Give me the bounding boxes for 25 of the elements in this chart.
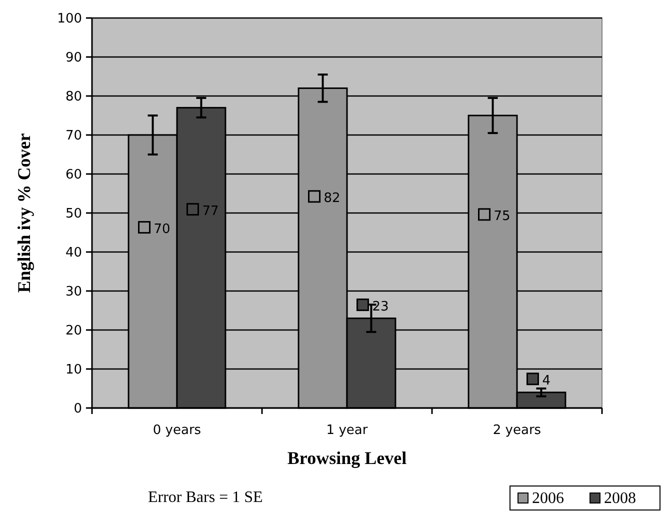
y-tick-label: 80	[65, 90, 82, 105]
data-label: 70	[154, 222, 170, 237]
y-tick-label: 40	[65, 246, 82, 261]
y-tick-label: 10	[65, 362, 82, 378]
y-tick-label: 90	[65, 50, 82, 66]
data-label: 4	[542, 373, 551, 388]
y-tick-label: 70	[65, 128, 82, 144]
legend-label: 2008	[604, 490, 636, 507]
x-tick-label: 1 year	[326, 423, 368, 438]
data-label: 77	[202, 204, 219, 219]
data-label: 23	[372, 299, 389, 314]
text: Error Bars = 1 SE	[148, 489, 263, 506]
y-tick-label: 30	[65, 284, 82, 300]
x-axis-title: Browsing Level	[287, 448, 407, 468]
y-tick-label: 0	[74, 402, 82, 417]
x-tick-label: 2 years	[492, 423, 542, 438]
data-label: 82	[324, 190, 340, 206]
legend-label: 2006	[532, 490, 564, 507]
y-axis-title: English ivy % Cover	[14, 133, 34, 293]
y-tick-label: 60	[65, 168, 82, 183]
y-tick-label: 100	[57, 12, 82, 27]
data-label: 75	[494, 208, 510, 224]
y-tick-label: 50	[65, 206, 82, 222]
x-tick-label: 0 years	[152, 423, 202, 438]
y-tick-label: 20	[65, 324, 82, 339]
